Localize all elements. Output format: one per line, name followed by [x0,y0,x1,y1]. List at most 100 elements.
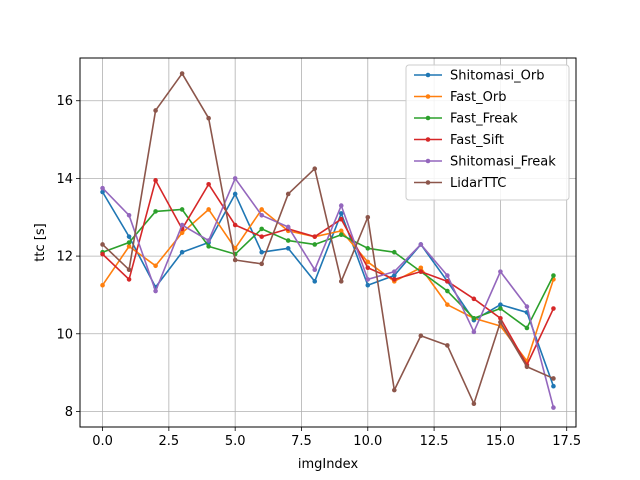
series-line [101,208,555,362]
data-point [392,387,397,393]
series-Shitomasi_Freak [100,176,556,410]
data-point [365,259,371,265]
data-point [206,115,211,121]
data-point [259,226,264,232]
data-point [153,209,158,214]
data-point [126,267,132,272]
data-point [418,333,424,339]
data-point [551,306,556,311]
data-point [524,364,530,370]
series-line [101,191,555,387]
data-point [206,244,211,249]
data-point [338,279,344,284]
x-tick-label: 0.0 [92,434,113,449]
plot-frame [79,57,577,428]
x-tick-label: 17.5 [552,434,581,449]
data-point [551,376,556,381]
data-point [471,315,477,321]
legend-label: Fast_Orb [450,90,506,105]
x-axis-label: imgIndex [298,457,359,472]
data-point [498,315,503,321]
data-point [551,405,556,410]
data-point [232,191,238,197]
legend-marker [425,180,431,185]
data-point [312,242,318,247]
data-point [551,383,556,389]
y-axis-label: ttc [s] [33,223,48,261]
x-tick-label: 10.0 [353,434,382,449]
series-LidarTTC [100,71,556,406]
data-point [126,213,132,218]
legend-marker [425,72,431,78]
legend-marker [425,137,431,142]
data-point [259,249,264,255]
legend-marker [425,115,431,121]
data-point [126,234,132,239]
legend-marker [425,94,431,99]
x-tick-label: 15.0 [486,434,515,449]
data-point [179,222,185,228]
legend-item: Shitomasi_Freak [414,155,556,170]
data-point [338,211,344,216]
y-tick-label: 8 [65,405,73,420]
legend-label: Shitomasi_Freak [450,155,556,170]
data-point [551,273,556,278]
ticks: 0.0 2.5 5.0 7.5 10.0 12.5 15.0 17.5 8 10 12 14 16 [56,94,581,449]
data-point [418,265,424,271]
data-point [498,319,503,325]
y-tick-label: 14 [56,172,73,187]
data-point [259,213,264,218]
data-point [232,222,238,228]
x-tick-label: 2.5 [159,434,180,449]
data-point [126,277,132,282]
data-point [259,234,264,239]
data-point [100,189,105,195]
data-point [259,207,264,212]
y-tick-label: 12 [56,250,73,265]
data-point [100,242,105,247]
data-point [418,242,424,247]
data-point [232,176,238,181]
legend-item: Fast_Orb [414,90,506,105]
data-point [153,288,158,294]
data-point [445,302,450,307]
data-point [445,279,450,284]
series-line [101,177,555,408]
data-point [206,207,211,212]
data-point [153,178,158,183]
data-point [153,263,158,269]
data-point [232,246,238,251]
legend-item: Shitomasi_Orb [414,69,545,84]
data-point [259,261,264,267]
legend-label: LidarTTC [450,176,506,191]
data-point [285,238,291,243]
data-point [126,244,132,249]
data-point [338,203,344,208]
series-layer [100,71,556,410]
data-point [100,251,105,257]
data-point [338,232,344,238]
legend-item: LidarTTC [414,176,506,191]
data-point [312,234,318,239]
data-point [312,279,318,284]
series-line [101,72,554,405]
legend-label: Shitomasi_Orb [450,69,545,84]
legend-label: Fast_Sift [450,133,504,148]
data-point [179,249,185,255]
data-point [365,246,371,251]
data-point [206,181,211,187]
data-point [312,267,318,272]
data-point [365,277,371,282]
data-point [392,249,397,255]
x-tick-label: 5.0 [225,434,246,449]
data-point [179,71,185,76]
data-point [285,191,291,197]
data-point [285,246,291,251]
data-point [153,108,158,113]
data-point [445,273,450,278]
x-tick-label: 12.5 [420,434,449,449]
data-point [365,282,371,288]
data-point [471,296,477,302]
data-point [100,282,105,288]
